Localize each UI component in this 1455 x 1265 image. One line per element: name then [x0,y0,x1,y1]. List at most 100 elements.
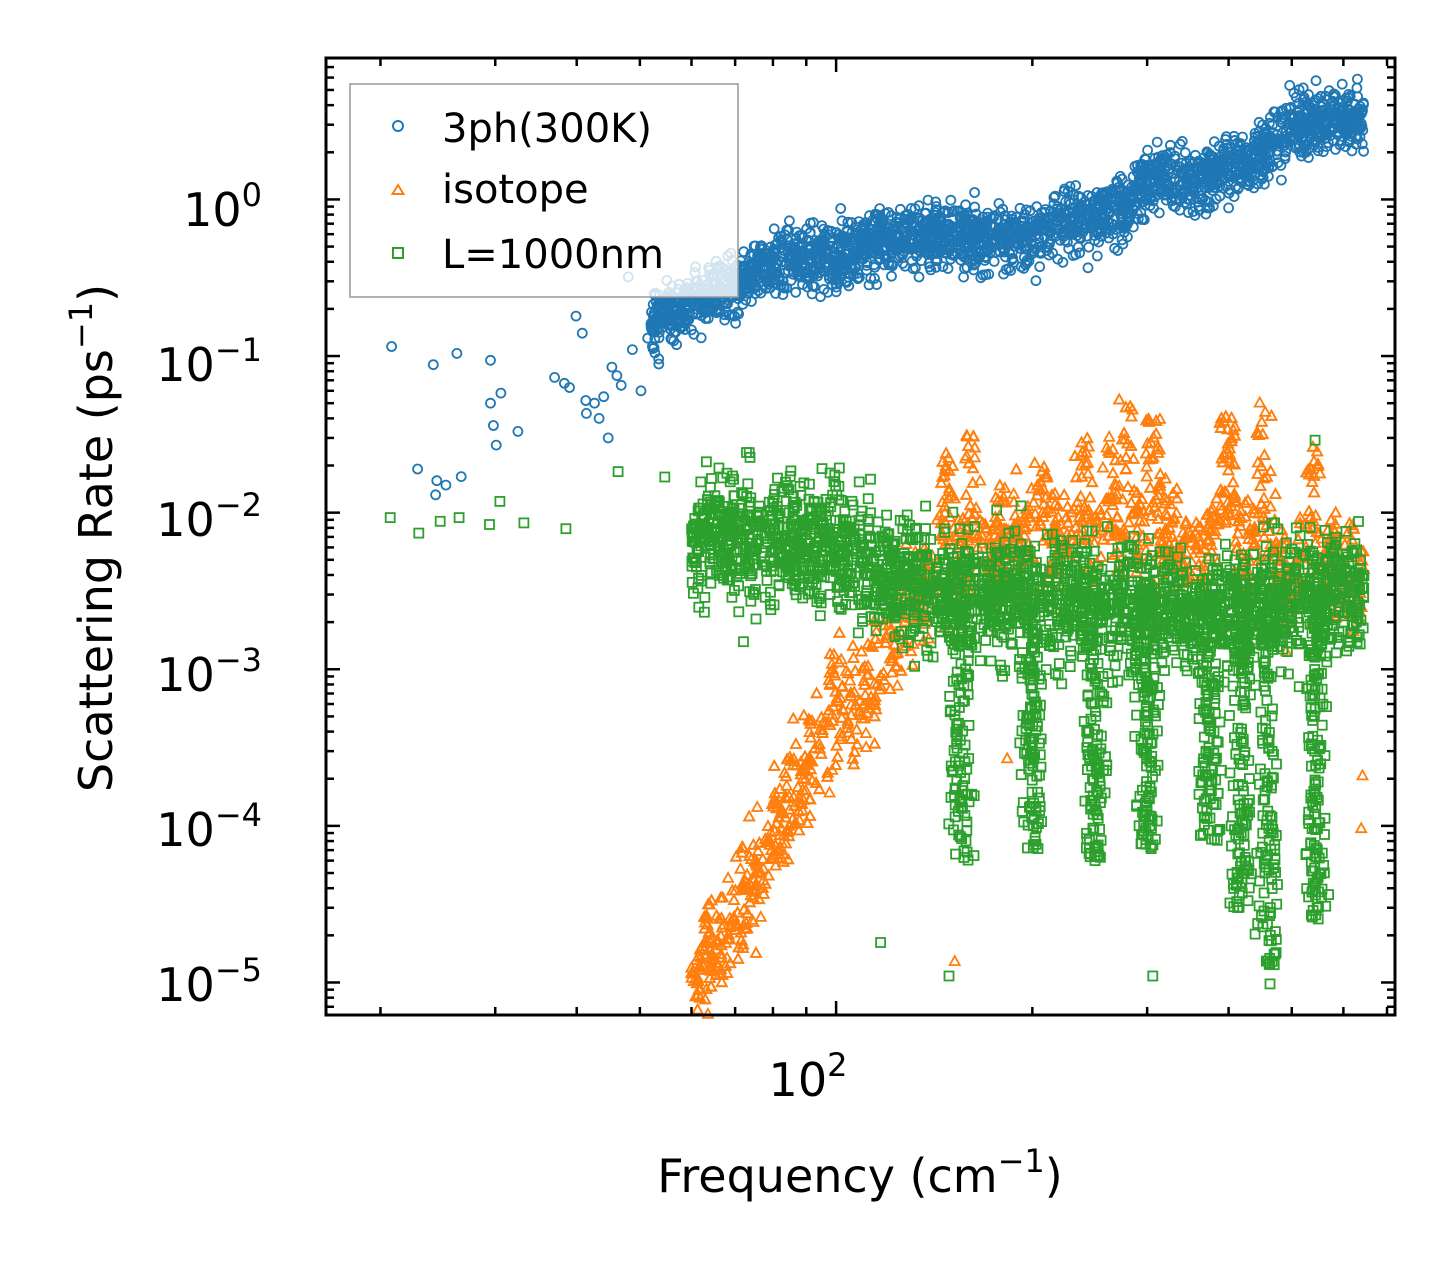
series-isotope-point [831,750,845,762]
series-isotope-point [1170,481,1184,494]
series-3ph-point [440,479,452,491]
series-3ph-point [1358,145,1369,157]
series-isotope-point [1226,475,1240,488]
series-isotope-point [701,1007,715,1019]
series-isotope-point [868,736,882,749]
points-layer [384,73,1371,1019]
series-3ph-point [570,310,582,322]
series-isotope-point [1255,414,1269,427]
series-3ph-point [679,324,691,335]
series-isotope-point [1085,475,1099,488]
series-3ph-point [611,370,623,382]
series-3ph-point [485,354,496,366]
series-3ph-point [1179,147,1191,159]
series-3ph-point [455,471,467,483]
series-isotope-point [786,711,800,724]
series-3ph-point [1116,234,1128,246]
series-isotope-point [742,809,756,822]
series-isotope-point [1028,456,1042,468]
series-isotope-point [844,732,859,744]
series-3ph-point [487,420,499,431]
series-3ph-point [430,489,442,501]
series-isotope-point [1121,480,1135,492]
series-3ph-point [923,257,935,269]
series-3ph-point [576,327,588,339]
series-3ph-point [1277,111,1288,123]
series-3ph-point [1129,160,1141,172]
series-isotope-point [749,946,763,958]
series-3ph-point [1142,144,1153,156]
series-3ph-point [886,270,897,282]
series-isotope-point [803,792,817,805]
series-3ph-point [768,223,780,235]
series-3ph-point [412,463,424,475]
series-isotope-point [721,871,735,883]
series-3ph-point [784,215,795,227]
series-isotope-point [830,738,844,751]
series-isotope-point [1140,469,1154,482]
series-3ph-point [863,279,875,291]
series-isotope-point [1102,429,1116,442]
series-3ph-point [770,287,781,299]
series-3ph-point [1228,191,1240,203]
series-3ph-point [627,344,638,356]
series-3ph-point [1054,234,1066,246]
series-isotope-point [1060,499,1075,512]
series-3ph-point [1083,241,1095,253]
series-3ph-point [781,224,793,236]
series-isotope-point [731,951,745,964]
series-isotope-point [1096,460,1110,473]
series-3ph-point [1014,202,1026,214]
series-3ph-point [1352,73,1363,85]
series-isotope-point [750,800,764,812]
series-3ph-point [1034,261,1046,273]
series-3ph-point [730,317,741,329]
series-isotope-point [966,476,980,488]
series-3ph-point [1210,193,1222,205]
series-3ph-point [593,412,605,424]
series-3ph-point [602,432,614,444]
series-3ph-point [1316,97,1328,108]
series-3ph-point [615,379,627,391]
series-3ph-point [1169,201,1181,213]
series-3ph-point [1336,78,1348,90]
series-isotope-point [1253,395,1267,408]
series-isotope-point [733,861,747,874]
series-3ph-point [913,271,925,283]
series-3ph-point [1030,275,1042,287]
series-isotope-point [832,625,846,638]
series-3ph-point [495,387,507,399]
series-3ph-point [836,215,848,227]
series-3ph-point [427,359,439,371]
series-3ph-point [930,255,942,267]
series-isotope-point [822,785,837,798]
series-isotope-point [1329,505,1343,518]
series-3ph-point [922,194,934,206]
series-3ph-point [865,272,877,284]
series-3ph-point [451,347,463,359]
series-3ph-point [790,286,802,298]
series-3ph-point [485,397,496,409]
series-3ph-point [606,361,618,373]
series-isotope-point [1112,392,1126,405]
series-3ph-point [1351,82,1363,94]
series-3ph-point [983,268,995,280]
series-3ph-point [386,341,398,352]
series-isotope-point [961,439,975,452]
series-3ph-point [1082,262,1094,274]
series-isotope-point [789,737,803,749]
series-3ph-point [1165,139,1176,151]
series-3ph-point [791,226,803,238]
series-3ph-point [1276,174,1287,186]
series-3ph-point [1223,202,1234,214]
series-3ph-point [648,342,660,354]
series-3ph-point [549,371,560,383]
series-3ph-point [1310,94,1321,106]
series-3ph-point [1153,207,1165,219]
series-isotope-point [1257,529,1271,542]
series-isotope-point [859,726,873,738]
series-3ph-point [968,259,980,271]
series-3ph-point [580,395,592,406]
series-3ph-point [969,187,980,198]
